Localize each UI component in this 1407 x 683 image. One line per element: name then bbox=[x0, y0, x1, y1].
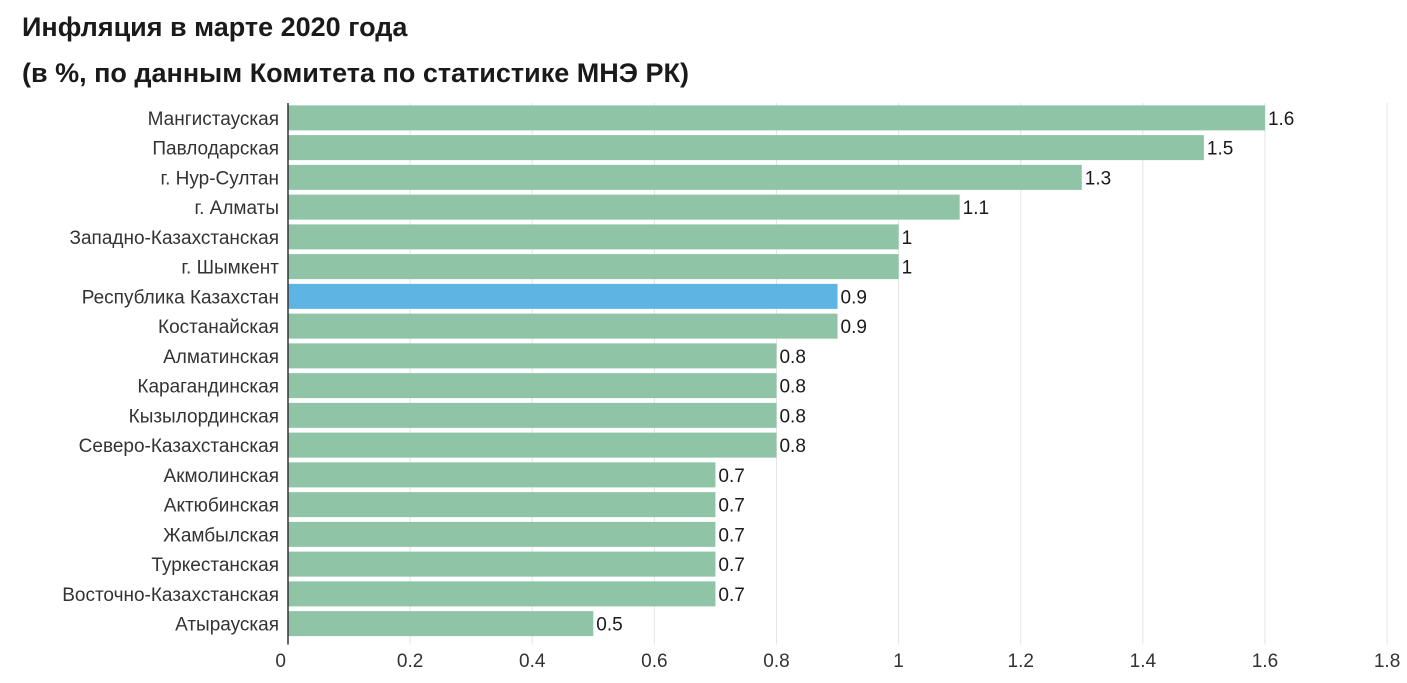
value-label: 0.9 bbox=[841, 317, 867, 338]
value-label: 0.5 bbox=[596, 615, 622, 636]
category-label: Западно-Казахстанская bbox=[70, 228, 280, 249]
category-label: Павлодарская bbox=[152, 139, 279, 160]
category-label: Восточно-Казахстанская bbox=[62, 585, 279, 606]
chart-title-block: Инфляция в марте 2020 года (в %, по данн… bbox=[22, 4, 689, 96]
label-layer: Мангистауская 1.6 Павлодарская 1.5 г. Нур-Су… bbox=[62, 109, 1294, 636]
x-tick-label: 1.2 bbox=[1008, 651, 1034, 672]
value-label: 1 bbox=[902, 258, 913, 279]
x-tick-label: 0 bbox=[275, 651, 286, 672]
bar bbox=[288, 224, 899, 250]
value-label: 0.8 bbox=[779, 406, 805, 427]
x-tick-label: 1 bbox=[893, 651, 904, 672]
bar bbox=[288, 254, 899, 280]
category-label: Кызылординская bbox=[129, 406, 279, 427]
chart-title: Инфляция в марте 2020 года bbox=[22, 12, 408, 42]
value-label: 0.9 bbox=[841, 287, 867, 308]
bar bbox=[288, 313, 838, 339]
bar bbox=[288, 105, 1265, 131]
bar bbox=[288, 611, 594, 637]
bar bbox=[288, 194, 960, 220]
x-tick-label: 0.8 bbox=[763, 651, 789, 672]
category-label: Республика Казахстан bbox=[82, 287, 279, 308]
x-tick-label: 0.2 bbox=[397, 651, 423, 672]
category-label: Атырауская bbox=[175, 615, 279, 636]
category-label: Жамбылская bbox=[163, 525, 279, 546]
bar bbox=[288, 581, 716, 607]
x-tick-label: 0.4 bbox=[519, 651, 546, 672]
bar bbox=[288, 432, 777, 458]
bar-highlight bbox=[288, 283, 838, 309]
bar bbox=[288, 373, 777, 399]
bar bbox=[288, 492, 716, 518]
value-label: 1.6 bbox=[1268, 109, 1294, 130]
bar bbox=[288, 551, 716, 577]
category-label: г. Шымкент bbox=[181, 258, 279, 279]
value-label: 0.8 bbox=[779, 377, 805, 398]
category-label: Мангистауская bbox=[148, 109, 279, 130]
category-label: Алматинская bbox=[163, 347, 279, 368]
value-label: 0.7 bbox=[718, 585, 744, 606]
bar bbox=[288, 135, 1204, 161]
bar bbox=[288, 521, 716, 547]
x-axis-ticks: 0 0.2 0.4 0.6 0.8 1 1.2 1.4 1.6 1.8 bbox=[275, 651, 1400, 672]
value-label: 1.5 bbox=[1207, 139, 1233, 160]
category-label: г. Алматы bbox=[195, 198, 280, 219]
value-label: 0.7 bbox=[718, 525, 744, 546]
value-label: 0.7 bbox=[718, 466, 744, 487]
category-label: Карагандинская bbox=[137, 377, 279, 398]
bar bbox=[288, 164, 1082, 190]
x-tick-label: 0.6 bbox=[641, 651, 667, 672]
value-label: 1.3 bbox=[1085, 168, 1111, 189]
bar bbox=[288, 402, 777, 428]
value-label: 1 bbox=[902, 228, 913, 249]
category-label: Костанайская bbox=[158, 317, 279, 338]
x-tick-label: 1.8 bbox=[1374, 651, 1400, 672]
category-label: Актюбинская bbox=[164, 496, 279, 517]
category-label: г. Нур-Султан bbox=[160, 168, 279, 189]
value-label: 0.8 bbox=[779, 436, 805, 457]
bar bbox=[288, 343, 777, 369]
value-label: 1.1 bbox=[963, 198, 989, 219]
x-tick-label: 1.6 bbox=[1252, 651, 1278, 672]
category-label: Туркестанская bbox=[151, 555, 279, 576]
category-label: Северо-Казахстанская bbox=[79, 436, 279, 457]
category-label: Акмолинская bbox=[164, 466, 279, 487]
bar-layer bbox=[288, 105, 1265, 637]
value-label: 0.8 bbox=[779, 347, 805, 368]
bar bbox=[288, 462, 716, 488]
x-tick-label: 1.4 bbox=[1130, 651, 1157, 672]
chart-subtitle: (в %, по данным Комитета по статистике М… bbox=[22, 58, 689, 88]
value-label: 0.7 bbox=[718, 496, 744, 517]
value-label: 0.7 bbox=[718, 555, 744, 576]
